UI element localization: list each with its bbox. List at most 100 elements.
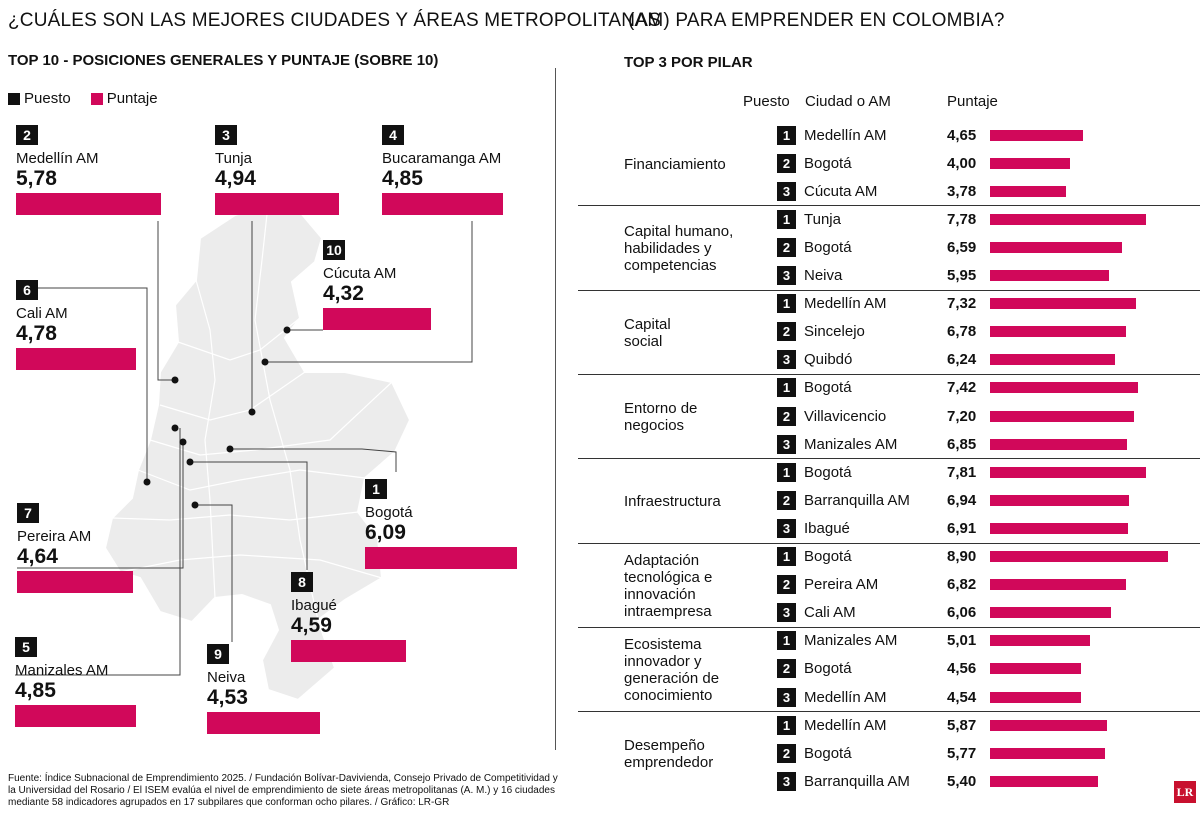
pillar-separator — [578, 205, 1200, 207]
pillar-row: 2 Barranquilla AM 6,94 — [777, 489, 1129, 511]
leader-line-neiva — [195, 504, 233, 642]
city-rank-box: 9 — [207, 644, 229, 664]
pillar-row: 3 Cúcuta AM 3,78 — [777, 180, 1066, 202]
title-left: ¿CUÁLES SON LAS MEJORES CIUDADES Y ÁREAS… — [8, 10, 661, 31]
row-score-bar — [990, 691, 1081, 703]
pillar-name-line: Entorno de — [624, 400, 698, 418]
row-city: Medellín AM — [804, 716, 887, 734]
row-rank-box: 3 — [777, 518, 796, 538]
row-score: 5,87 — [947, 716, 977, 734]
pillar-name-line: tecnológica e — [624, 568, 713, 586]
row-city: Bogotá — [804, 548, 852, 565]
city-score: 4,53 — [207, 686, 248, 709]
row-score-bar — [990, 410, 1134, 422]
row-city: Sincelejo — [804, 323, 865, 341]
pillar-row: 1 Bogotá 7,81 — [777, 461, 1147, 483]
pillar-name-line: intraempresa — [624, 602, 712, 620]
city-pereira: 7 Pereira AM 4,64 — [17, 503, 133, 593]
row-score-bar — [990, 185, 1066, 197]
city-score-bar — [215, 193, 339, 215]
pillar-row: 3 Cali AM 6,06 — [777, 602, 1112, 624]
pillar-name-line: Financiamiento — [624, 155, 726, 173]
pillar-name-line: innovador y — [624, 652, 702, 670]
row-score-bar — [990, 747, 1106, 759]
row-rank-box: 1 — [777, 378, 796, 398]
city-score: 4,85 — [382, 167, 423, 190]
city-name: Medellín AM — [16, 150, 99, 167]
dot-ibague — [186, 458, 194, 466]
pillar-name-line: Desempeño — [624, 737, 705, 755]
row-score: 6,82 — [947, 576, 977, 594]
legend-puesto-swatch — [8, 92, 20, 105]
row-city: Bogotá — [804, 660, 852, 678]
pillar-separator — [578, 711, 1200, 713]
row-rank-box: 3 — [777, 603, 796, 623]
row-score: 6,24 — [947, 351, 977, 369]
city-bucaramanga: 4 Bucaramanga AM 4,85 — [382, 125, 504, 215]
header-puesto: Puesto — [743, 93, 790, 110]
city-score: 4,59 — [291, 614, 332, 637]
row-city: Manizales AM — [804, 435, 898, 453]
leader-lines — [15, 221, 473, 676]
row-score: 6,59 — [947, 238, 977, 256]
row-score: 4,00 — [947, 154, 977, 172]
city-bogota: 1 Bogotá 6,09 — [365, 479, 518, 569]
row-rank-box: 3 — [777, 181, 796, 201]
city-ibague: 8 Ibagué 4,59 — [291, 572, 406, 662]
row-city: Cúcuta AM — [804, 182, 878, 200]
row-rank-box: 2 — [777, 575, 796, 595]
pillar-name: Desempeño emprendedor — [624, 737, 713, 771]
dot-tunja — [248, 408, 256, 416]
dot-bogota — [226, 445, 234, 453]
city-score: 4,94 — [215, 167, 256, 190]
pillar-row: 2 Villavicencio 7,20 — [777, 405, 1134, 427]
city-rank-box: 2 — [16, 125, 38, 145]
header-ciudad: Ciudad o AM — [805, 93, 891, 110]
row-score: 7,20 — [947, 407, 977, 425]
row-city: Medellín AM — [804, 295, 887, 313]
row-score-bar — [990, 663, 1082, 675]
dot-bucaramanga — [261, 358, 269, 366]
row-score: 6,78 — [947, 323, 977, 341]
pillar-row: 2 Sincelejo 6,78 — [777, 321, 1126, 343]
row-score-bar — [990, 551, 1168, 562]
city-name: Bucaramanga AM — [382, 150, 502, 167]
pillar-row: 1 Medellín AM 7,32 — [777, 293, 1137, 315]
legend: Puesto Puntaje — [8, 90, 158, 107]
row-score-bar — [990, 494, 1129, 506]
pillar-name: Infraestructura — [624, 493, 721, 510]
row-rank-box: 3 — [777, 266, 796, 285]
city-score: 6,09 — [365, 521, 406, 544]
row-score: 6,94 — [947, 491, 977, 509]
leader-line-manizales — [15, 428, 181, 676]
row-score: 5,40 — [947, 772, 977, 790]
pillar-row: 1 Medellín AM 4,65 — [777, 124, 1083, 146]
dot-cucuta — [283, 326, 291, 334]
row-score: 7,81 — [947, 463, 977, 481]
row-rank-box: 2 — [777, 659, 796, 679]
city-neiva: 9 Neiva 4,53 — [207, 644, 321, 734]
row-rank-box: 2 — [777, 490, 796, 510]
row-score-bar — [990, 466, 1147, 478]
row-score-bar — [990, 241, 1122, 253]
city-name: Manizales AM — [15, 662, 109, 679]
pillar-row: 3 Barranquilla AM 5,40 — [777, 770, 1098, 792]
row-score-bar — [990, 522, 1129, 534]
city-score: 4,64 — [17, 545, 58, 568]
pillar-name-line: emprendedor — [624, 754, 714, 772]
row-city: Manizales AM — [804, 632, 898, 650]
row-rank-box: 2 — [777, 743, 796, 763]
row-rank-box: 3 — [777, 350, 796, 370]
pillar-name-line: innovación — [624, 585, 696, 603]
legend-puntaje: Puntaje — [90, 90, 158, 107]
row-score-bar — [990, 298, 1137, 310]
pillar-row: 1 Medellín AM 5,87 — [777, 714, 1108, 736]
pillar-row: 2 Pereira AM 6,82 — [777, 574, 1127, 596]
city-score-bar — [15, 705, 137, 727]
city-cucuta: 10 Cúcuta AM 4,32 — [323, 240, 431, 330]
row-score-bar — [990, 775, 1098, 787]
leader-line-medellin — [157, 221, 175, 381]
city-rank-box: 5 — [15, 637, 37, 657]
row-score-bar — [990, 438, 1127, 450]
row-rank-box: 2 — [777, 237, 796, 257]
